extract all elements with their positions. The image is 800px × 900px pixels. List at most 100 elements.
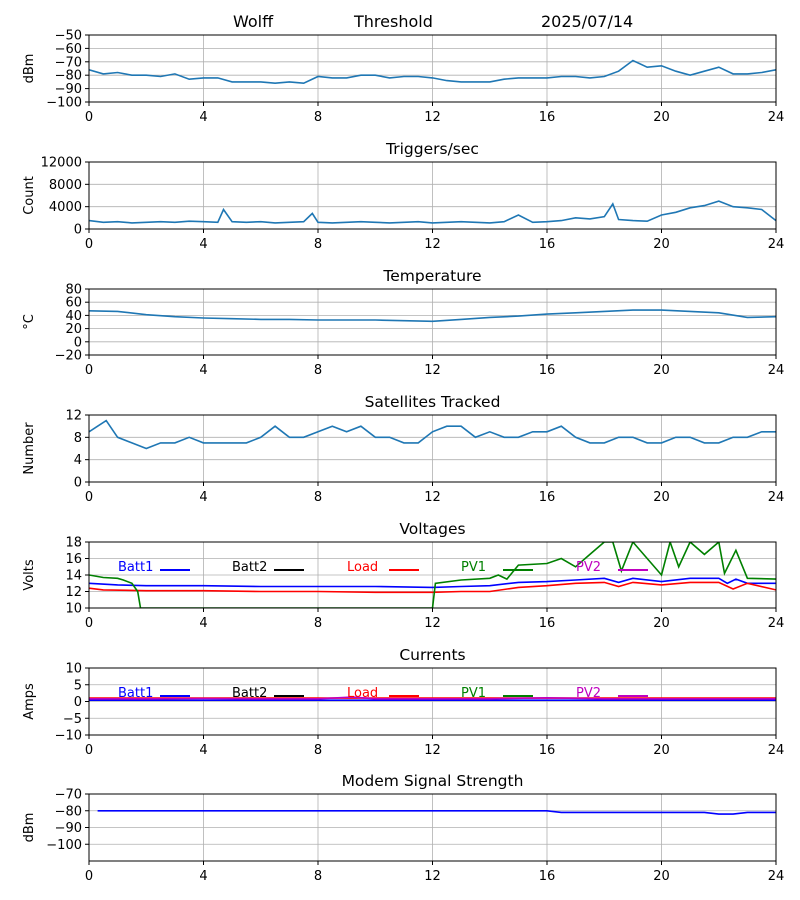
series-line-1 — [89, 200, 776, 224]
y-tick-label: 8 — [74, 431, 82, 446]
x-tick-label: 4 — [199, 616, 207, 631]
y-tick-label: −100 — [46, 838, 82, 853]
y-tick-label: 10 — [65, 662, 82, 677]
chart-panel-7: 0 4 8 12 16 20 24 −70−80 −90 −100 dBm Modem Signal … — [22, 772, 784, 884]
y-tick-label: 0 — [74, 335, 82, 350]
y-axis-label: °C — [22, 314, 37, 330]
x-tick-label: 12 — [424, 490, 441, 505]
x-tick-label: 12 — [424, 110, 441, 125]
x-tick-label: 12 — [424, 869, 441, 884]
x-tick-label: 12 — [424, 743, 441, 758]
series-line-1 — [89, 59, 776, 85]
y-tick-label: 12000 — [41, 156, 82, 171]
chart-panel-1: 0 4 8 12 16 20 24 −50−60−70−80−90−100 dBm — [22, 29, 784, 126]
x-tick-label: 20 — [653, 363, 670, 378]
legend-label-batt2: Batt2 — [232, 686, 267, 701]
series-line-1 — [97, 809, 776, 815]
x-tick-label: 4 — [199, 110, 207, 125]
x-tick-label: 20 — [653, 869, 670, 884]
x-tick-label: 8 — [314, 490, 322, 505]
legend-label-pv1: PV1 — [461, 686, 486, 701]
x-tick-label: 4 — [199, 363, 207, 378]
y-tick-label: −70 — [55, 55, 82, 70]
x-tick-label: 0 — [85, 363, 93, 378]
chart-title: Modem Signal Strength — [342, 772, 524, 790]
y-tick-label: 0 — [74, 476, 82, 491]
x-tick-label: 4 — [199, 869, 207, 884]
y-tick-label: −80 — [55, 804, 82, 819]
x-tick-label: 8 — [314, 110, 322, 125]
x-tick-label: 8 — [314, 743, 322, 758]
y-axis-label: Number — [22, 422, 37, 475]
x-tick-label: 24 — [768, 363, 785, 378]
legend-label-batt1: Batt1 — [118, 686, 153, 701]
legend-label-batt1: Batt1 — [118, 560, 153, 575]
x-tick-label: 20 — [653, 743, 670, 758]
chart-panel-4: 0 4 8 12 16 20 24 0 4 8 12 Number Satellites Tracked — [22, 393, 784, 505]
y-axis-label: Amps — [22, 683, 37, 720]
x-tick-label: 8 — [314, 616, 322, 631]
chart-panel-6: 0 4 8 12 16 20 24 105 0 −5 −10 Amps Currents Batt1 Bat… — [22, 646, 784, 758]
y-tick-label: −20 — [55, 349, 82, 364]
chart-panel-2: 0 4 8 12 16 20 24 0 4000 8000 12000 Count Triggers/s… — [22, 140, 784, 252]
y-tick-label: 80 — [65, 283, 82, 298]
x-tick-label: 0 — [85, 743, 93, 758]
chart-title: Currents — [399, 646, 465, 664]
y-tick-label: 8000 — [49, 178, 82, 193]
x-tick-label: 4 — [199, 743, 207, 758]
x-tick-label: 8 — [314, 869, 322, 884]
y-tick-label: −90 — [55, 82, 82, 97]
chart-title: Satellites Tracked — [365, 393, 501, 411]
x-tick-label: 8 — [314, 363, 322, 378]
header-station: Wolff — [233, 12, 274, 31]
y-tick-label: −90 — [55, 821, 82, 836]
x-tick-label: 16 — [539, 743, 556, 758]
y-tick-label: 12 — [65, 585, 82, 600]
y-axis-label: dBm — [22, 54, 37, 84]
x-tick-label: 16 — [539, 869, 556, 884]
y-axis-label: Count — [22, 176, 37, 215]
y-tick-label: 14 — [65, 569, 82, 584]
y-axis-label: dBm — [22, 813, 37, 843]
legend-label-load: Load — [347, 560, 378, 575]
y-tick-label: 4000 — [49, 200, 82, 215]
series-line-1 — [89, 309, 776, 323]
x-tick-label: 4 — [199, 237, 207, 252]
x-tick-label: 24 — [768, 616, 785, 631]
legend-label-pv2: PV2 — [576, 686, 601, 701]
header-mode: Threshold — [354, 12, 433, 31]
y-tick-label: −100 — [46, 96, 82, 111]
x-tick-label: 16 — [539, 237, 556, 252]
x-tick-label: 0 — [85, 869, 93, 884]
chart-title: Voltages — [399, 520, 465, 538]
x-tick-label: 0 — [85, 237, 93, 252]
x-tick-label: 16 — [539, 616, 556, 631]
x-tick-label: 8 — [314, 237, 322, 252]
header-date: 2025/07/14 — [541, 12, 634, 31]
legend-label-batt2: Batt2 — [232, 560, 267, 575]
x-tick-label: 16 — [539, 110, 556, 125]
x-tick-label: 24 — [768, 490, 785, 505]
y-tick-label: 20 — [65, 322, 82, 337]
y-axis-label: Volts — [22, 559, 37, 591]
y-tick-label: 10 — [65, 602, 82, 617]
legend-label-pv2: PV2 — [576, 560, 601, 575]
series-line-batt1 — [89, 577, 776, 589]
x-tick-label: 20 — [653, 616, 670, 631]
x-tick-label: 20 — [653, 110, 670, 125]
x-tick-label: 0 — [85, 616, 93, 631]
y-tick-label: −60 — [55, 42, 82, 57]
y-tick-label: 5 — [74, 678, 82, 693]
x-tick-label: 12 — [424, 363, 441, 378]
y-tick-label: 12 — [65, 409, 82, 424]
x-tick-label: 0 — [85, 490, 93, 505]
y-tick-label: 16 — [65, 552, 82, 567]
chart-title: Triggers/sec — [385, 140, 479, 158]
chart-title: Temperature — [382, 267, 481, 285]
series-line-pv1 — [89, 542, 776, 608]
x-tick-label: 12 — [424, 616, 441, 631]
x-tick-label: 4 — [199, 490, 207, 505]
x-tick-label: 12 — [424, 237, 441, 252]
